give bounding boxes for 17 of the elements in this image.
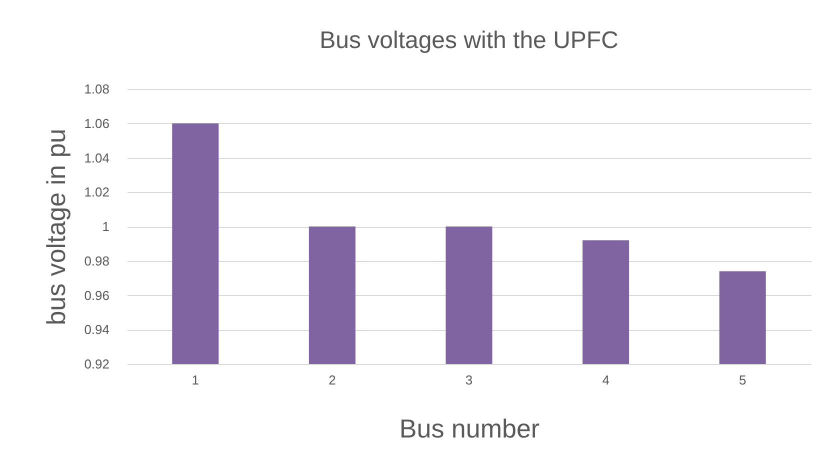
y-tick-label: 1.04	[84, 150, 110, 166]
x-tick-label: 4	[602, 372, 610, 388]
x-tick-label: 3	[465, 372, 473, 388]
y-tick-label: 0.92	[84, 356, 110, 372]
y-axis-title: bus voltage in pu	[41, 128, 72, 326]
y-tick-label: 1.02	[84, 184, 110, 200]
x-tick-label: 1	[192, 372, 200, 388]
y-tick-label: 1	[102, 219, 110, 234]
y-tick-label: 0.98	[84, 253, 110, 268]
y-tick-label: 1.08	[84, 82, 110, 96]
y-tick-label: 0.96	[84, 288, 110, 303]
x-tick-label: 5	[738, 372, 746, 388]
y-tick-label: 0.94	[84, 322, 110, 338]
y-tick-label: 1.06	[84, 116, 110, 131]
x-tick-label: 2	[328, 372, 336, 388]
chart-title: Bus voltages with the UPFC	[320, 27, 618, 54]
x-axis-title: Bus number	[399, 414, 540, 444]
